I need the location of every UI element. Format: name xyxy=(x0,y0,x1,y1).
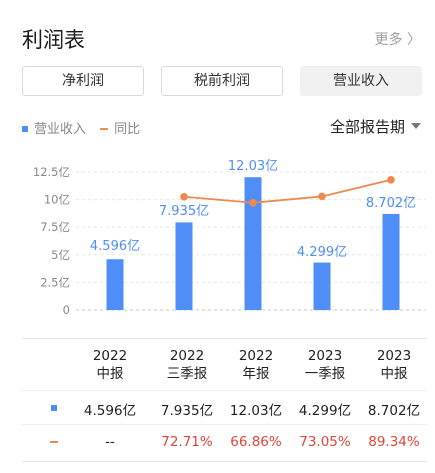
y-tick-label: 7.5亿 xyxy=(40,220,70,234)
row-revenue-swatch-mark xyxy=(51,405,57,411)
metric-tabs: 净利润 税前利润 营业收入 xyxy=(22,66,426,98)
period-selector[interactable]: 全部报告期 xyxy=(330,116,421,137)
table-header-row: 2022 中报 2022 三季报 2022 年报 2023 一季报 2023 中报 xyxy=(22,339,427,389)
table-header-cell: 2022 三季报 xyxy=(154,347,220,383)
table-cell: 4.596亿 xyxy=(83,403,137,419)
header-year: 2022 xyxy=(238,348,274,364)
chart-legend: 营业收入 同比 xyxy=(22,118,150,137)
header-year: 2023 xyxy=(376,348,412,364)
page-title: 利润表 xyxy=(22,28,85,52)
bar-value-label: 12.03亿 xyxy=(228,159,278,174)
bar xyxy=(244,177,262,310)
table-cell: 4.299亿 xyxy=(298,403,352,419)
row-yoy-swatch xyxy=(42,434,66,450)
legend-bar-swatch xyxy=(22,125,28,132)
tab-net-profit[interactable]: 净利润 xyxy=(22,66,144,96)
table-cell: 7.935亿 xyxy=(160,403,214,419)
table-cell: 12.03亿 xyxy=(229,403,283,419)
legend-yoy-label: 同比 xyxy=(114,122,141,137)
row-revenue-swatch xyxy=(42,399,66,415)
section-header: 利润表 更多 〉 xyxy=(22,24,421,52)
table-cell: 66.86% xyxy=(230,434,282,450)
y-tick-label: 10亿 xyxy=(44,193,70,207)
bar-value-label: 4.299亿 xyxy=(297,245,347,260)
yoy-line xyxy=(183,178,392,204)
table-header-cell: 2023 中报 xyxy=(361,347,427,383)
more-link[interactable]: 更多 〉 xyxy=(374,32,421,48)
table-cell: 72.71% xyxy=(161,434,213,450)
legend-revenue[interactable]: 营业收入 xyxy=(22,118,86,137)
bar xyxy=(382,213,400,310)
tab-pretax-profit[interactable]: 税前利润 xyxy=(161,66,283,96)
period-selector-label: 全部报告期 xyxy=(329,118,405,136)
table-cell: 73.05% xyxy=(299,434,351,450)
legend-line-swatch xyxy=(100,127,109,130)
table-cell: -- xyxy=(105,434,115,450)
yoy-point xyxy=(387,175,395,184)
y-tick-label: 2.5亿 xyxy=(40,275,70,289)
row-yoy-swatch-mark xyxy=(50,441,58,443)
caret-down-icon xyxy=(411,122,421,129)
table-row-yoy: -- 72.71% 66.86% 73.05% 89.34% xyxy=(22,424,427,461)
table-row-revenue: 4.596亿 7.935亿 12.03亿 4.299亿 8.702亿 xyxy=(22,390,427,424)
header-period: 中报 xyxy=(96,366,124,382)
table-cell: 8.702亿 xyxy=(367,403,421,419)
table-header-cell: 2022 中报 xyxy=(77,347,143,383)
header-year: 2022 xyxy=(169,348,205,364)
bar-value-label: 4.596亿 xyxy=(90,239,140,254)
legend-revenue-label: 营业收入 xyxy=(34,122,87,137)
table-header-cell: 2023 一季报 xyxy=(292,347,358,383)
table-header-cell: 2022 年报 xyxy=(223,347,289,383)
table-cell: 89.34% xyxy=(368,434,420,450)
yoy-point xyxy=(180,192,188,201)
yoy-point xyxy=(249,198,257,207)
header-year: 2023 xyxy=(307,348,343,364)
revenue-chart: 0 2.5亿 5亿 7.5亿 10亿 12.5亿 4.596亿 7.935亿 12.03亿 4.2… xyxy=(33,159,426,317)
yoy-point xyxy=(318,192,326,201)
header-period: 中报 xyxy=(380,366,408,382)
data-table: 2022 中报 2022 三季报 2022 年报 2023 一季报 2023 中报 4.596亿 7… xyxy=(22,338,427,462)
bar xyxy=(175,222,193,310)
bar-value-label: 8.702亿 xyxy=(366,196,416,211)
y-tick-label: 5亿 xyxy=(51,248,70,262)
header-period: 年报 xyxy=(242,366,270,382)
bar xyxy=(106,259,124,310)
legend-yoy[interactable]: 同比 xyxy=(100,118,140,137)
y-tick-label: 12.5亿 xyxy=(33,165,70,179)
bar xyxy=(313,262,331,310)
header-year: 2022 xyxy=(92,348,128,364)
header-period: 一季报 xyxy=(304,366,346,382)
tab-revenue[interactable]: 营业收入 xyxy=(300,66,422,96)
bar-value-label: 7.935亿 xyxy=(159,204,209,219)
header-period: 三季报 xyxy=(166,366,208,382)
y-tick-label: 0 xyxy=(63,303,70,317)
